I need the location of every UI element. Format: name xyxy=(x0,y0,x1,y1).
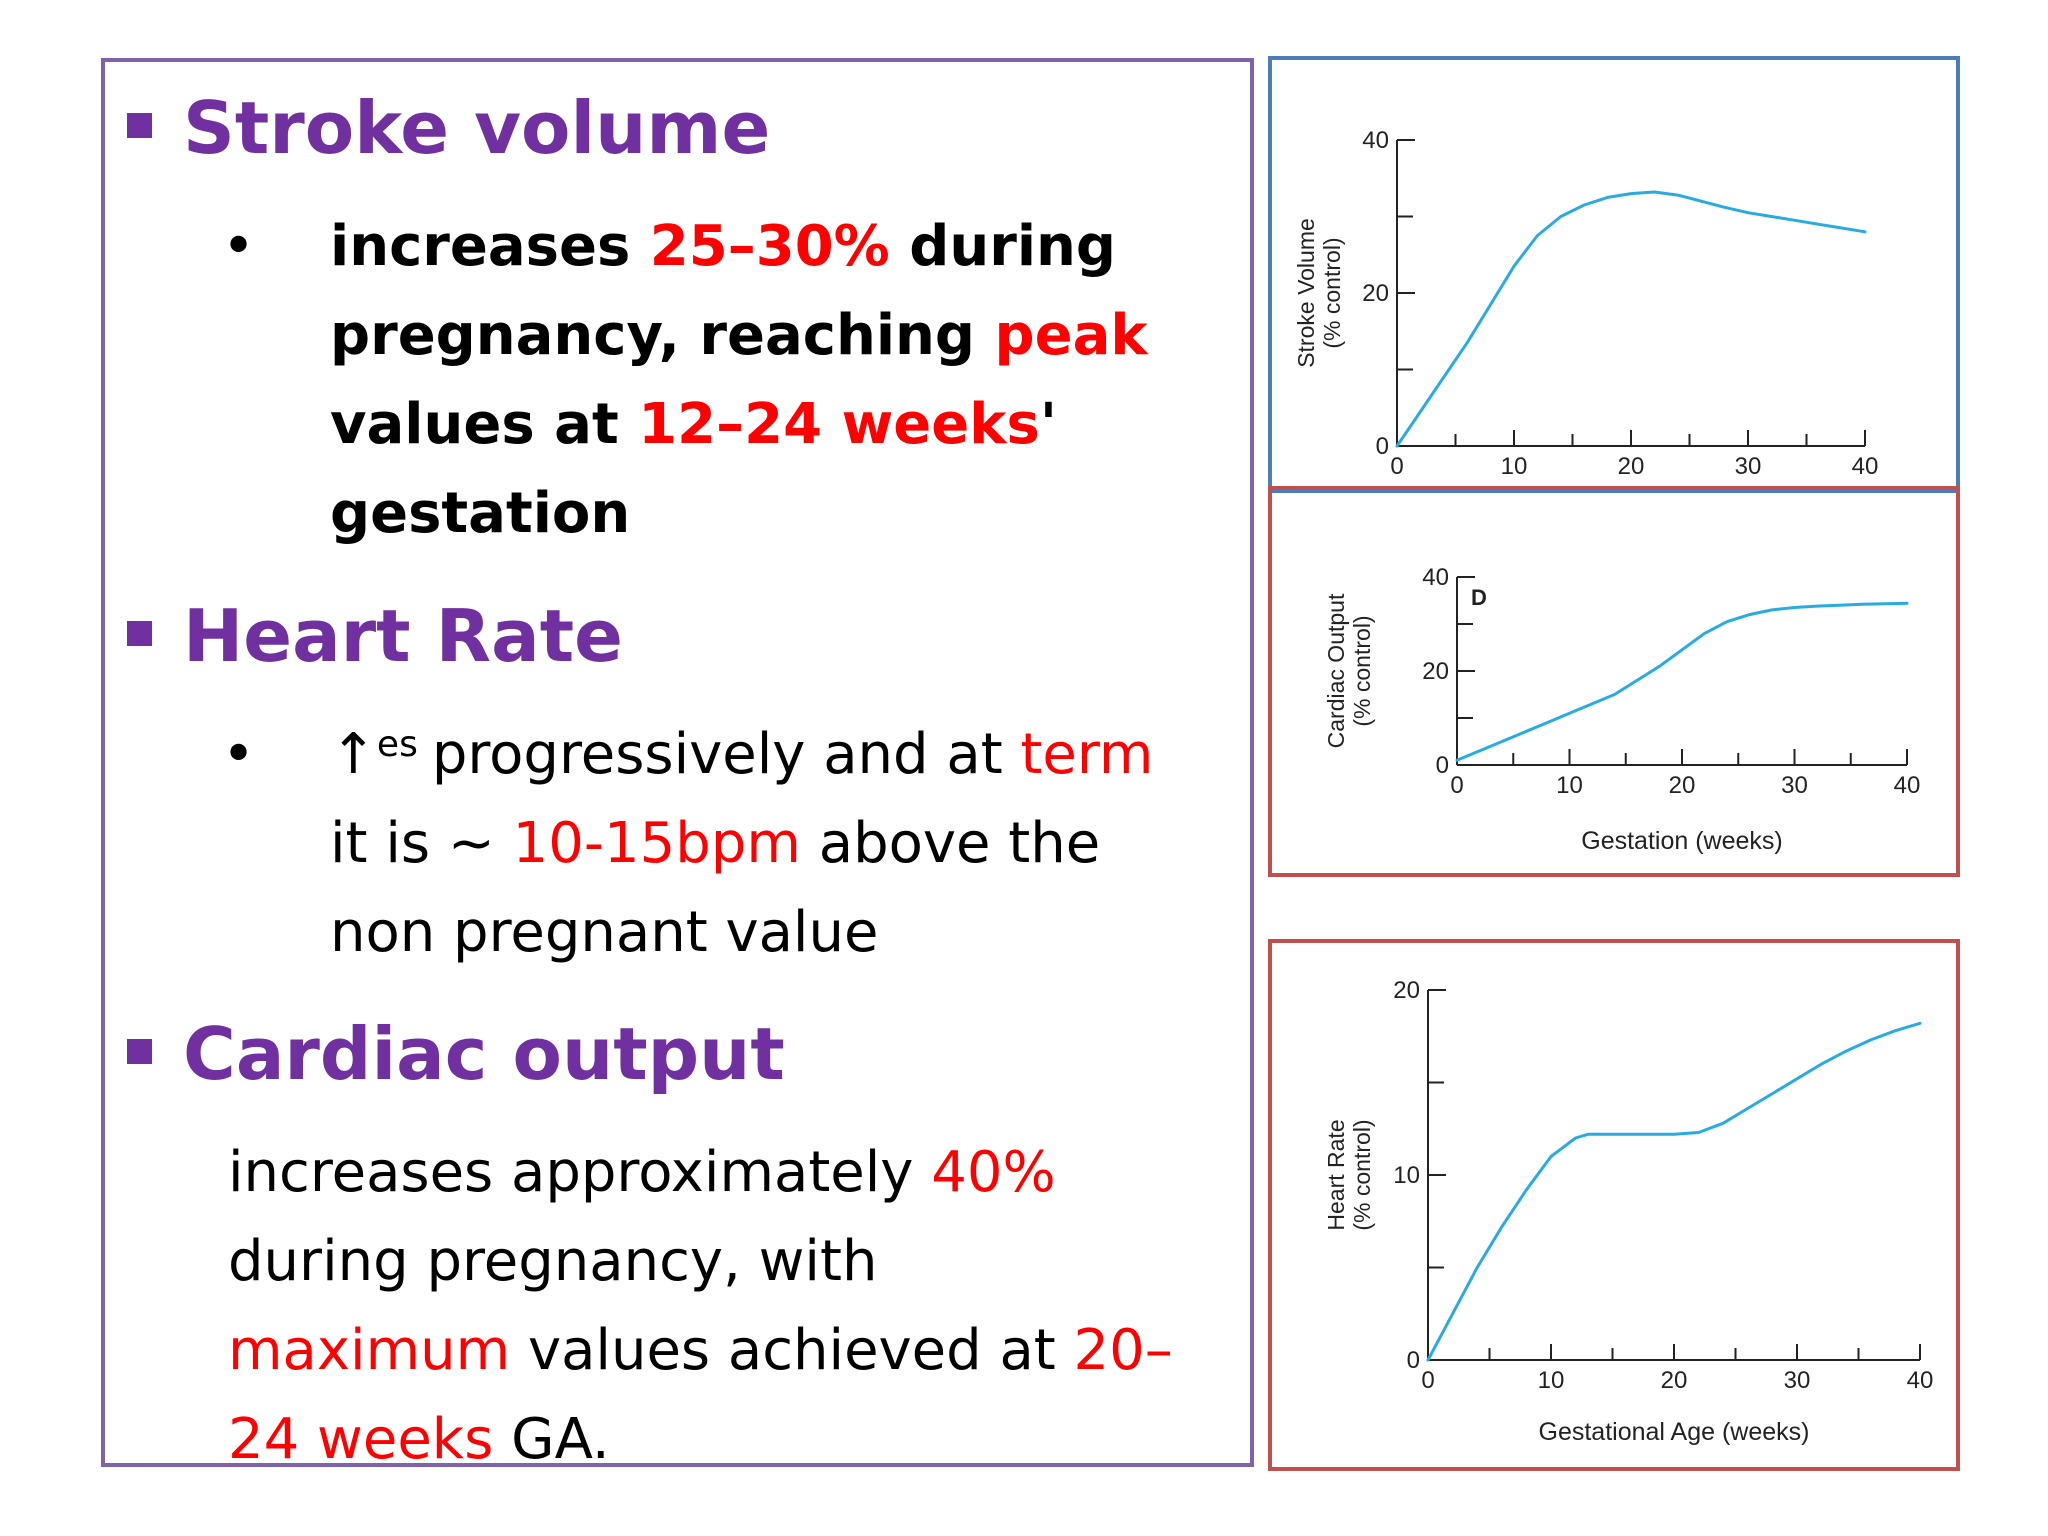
text-run: it is ~ xyxy=(330,811,513,876)
text-run: ' xyxy=(1039,392,1057,457)
y-axis-label-unit: (% control) xyxy=(1349,615,1375,726)
text-run: values achieved at xyxy=(510,1318,1074,1383)
y-axis-label: Cardiac Output xyxy=(1323,593,1349,748)
text-line: 24 weeks GA. xyxy=(228,1407,610,1472)
highlight-run: peak xyxy=(994,303,1148,368)
text-line: non pregnant value xyxy=(330,900,878,965)
text-run: increases approximately xyxy=(228,1140,932,1205)
text-run: pregnancy, reaching xyxy=(330,303,995,368)
stroke-volume-svg: 0 10 20 30 40 0 20 40 Stroke Volume (% control) xyxy=(1293,127,1879,480)
y-axis-label-unit: (% control) xyxy=(1349,1119,1375,1230)
x-tick-label: 10 xyxy=(1538,1367,1565,1394)
y-tick-label: 0 xyxy=(1407,1347,1420,1374)
x-tick-label: 40 xyxy=(1852,453,1879,480)
text-run: during pregnancy, with xyxy=(228,1229,878,1294)
stroke-volume-chart: 0 10 20 30 40 0 20 40 Stroke Volume (% control) xyxy=(1268,56,1960,493)
cardiac-output-heading-text: Cardiac output xyxy=(183,1012,785,1096)
y-tick-label: 20 xyxy=(1422,658,1449,685)
text-run: values at xyxy=(330,392,639,457)
y-axis-label-unit: (% control) xyxy=(1319,237,1345,348)
x-tick-label: 10 xyxy=(1556,772,1583,799)
text-line: it is ~ 10-15bpm above the xyxy=(330,811,1100,876)
highlight-run: maximum xyxy=(228,1318,511,1383)
heart-rate-svg: 0 10 20 30 40 0 10 20 Heart Rate (% control) Gesta… xyxy=(1323,977,1934,1446)
bullet-dot: • xyxy=(222,214,256,279)
x-tick-label: 20 xyxy=(1669,772,1696,799)
bullet-square xyxy=(127,1038,152,1064)
series-line xyxy=(1426,1021,1922,1362)
y-axis-label: Heart Rate xyxy=(1323,1119,1349,1230)
y-tick-label: 20 xyxy=(1393,977,1420,1004)
text-line: during pregnancy, with xyxy=(228,1229,877,1294)
bullet-square xyxy=(127,620,152,646)
x-axis-label: Gestation (weeks) xyxy=(1581,827,1782,855)
highlight-run: 10-15bpm xyxy=(512,811,801,876)
text-panel xyxy=(101,58,1254,1467)
y-tick-label: 40 xyxy=(1362,127,1389,154)
series-line xyxy=(1455,601,1909,762)
highlight-run: 20– xyxy=(1073,1318,1173,1383)
highlight-run: term xyxy=(1020,722,1154,787)
y-axis-label: Stroke Volume xyxy=(1293,218,1319,368)
x-tick-label: 0 xyxy=(1390,453,1403,480)
highlight-run: 25–30% xyxy=(649,214,890,279)
x-tick-label: 30 xyxy=(1784,1367,1811,1394)
text-run: GA. xyxy=(493,1407,610,1472)
text-line: ↑es progressively and at term xyxy=(330,722,1153,787)
y-tick-label: 0 xyxy=(1436,752,1449,779)
highlight-run: 24 weeks xyxy=(228,1407,494,1472)
x-tick-label: 30 xyxy=(1735,453,1762,480)
heart-rate-heading-text: Heart Rate xyxy=(183,594,623,678)
text-run: increases xyxy=(330,214,650,279)
text-line: maximum values achieved at 20– xyxy=(228,1318,1173,1383)
highlight-run: 40% xyxy=(931,1140,1056,1205)
bullet-square xyxy=(127,112,152,138)
arrow-superscript: es xyxy=(376,724,418,765)
x-tick-label: 10 xyxy=(1501,453,1528,480)
cardiac-output-heading: Cardiac output xyxy=(127,1010,785,1098)
text-line: increases 25–30% during xyxy=(330,214,1116,279)
stroke-volume-heading-text: Stroke volume xyxy=(183,86,771,170)
x-tick-label: 20 xyxy=(1661,1367,1688,1394)
text-line: pregnancy, reaching peak xyxy=(330,303,1148,368)
text-run: non pregnant value xyxy=(330,900,879,965)
text-run: progressively and at xyxy=(431,722,1021,787)
series-line xyxy=(1395,190,1867,448)
text-run: gestation xyxy=(330,481,631,546)
y-tick-label: 10 xyxy=(1393,1162,1420,1189)
x-tick-label: 40 xyxy=(1894,772,1921,799)
bullet-dot: • xyxy=(222,722,256,787)
x-axis-label: Gestational Age (weeks) xyxy=(1539,1418,1810,1446)
up-arrow-icon: ↑ xyxy=(330,722,377,787)
cardiac-output-svg: 0 10 20 30 40 0 20 40 Cardiac Output (% control) G… xyxy=(1323,564,1921,855)
heart-rate-body: ↑es progressively and at term it is ~ 10-… xyxy=(330,710,1153,977)
y-tick-label: 20 xyxy=(1362,280,1389,307)
text-line: increases approximately 40% xyxy=(228,1140,1056,1205)
panel-letter: D xyxy=(1471,585,1487,610)
x-tick-label: 30 xyxy=(1781,772,1808,799)
x-tick-label: 0 xyxy=(1421,1367,1434,1394)
text-line: gestation xyxy=(330,481,630,546)
y-tick-label: 40 xyxy=(1422,564,1449,591)
heart-rate-chart: 0 10 20 30 40 0 10 20 Heart Rate (% control) Gesta… xyxy=(1268,939,1960,1471)
highlight-run: 12–24 weeks xyxy=(638,392,1040,457)
text-run: during xyxy=(889,214,1116,279)
heart-rate-heading: Heart Rate xyxy=(127,592,623,680)
cardiac-output-chart: 0 10 20 30 40 0 20 40 Cardiac Output (% control) G… xyxy=(1268,486,1960,877)
x-tick-label: 40 xyxy=(1907,1367,1934,1394)
text-run: above the xyxy=(800,811,1101,876)
x-tick-label: 20 xyxy=(1618,453,1645,480)
stroke-volume-body: increases 25–30% during pregnancy, reach… xyxy=(330,202,1148,558)
y-tick-label: 0 xyxy=(1376,433,1389,460)
stroke-volume-heading: Stroke volume xyxy=(127,84,770,172)
text-line: values at 12–24 weeks' xyxy=(330,392,1057,457)
x-tick-label: 0 xyxy=(1450,772,1463,799)
cardiac-output-body: increases approximately 40% during pregn… xyxy=(228,1128,1173,1484)
